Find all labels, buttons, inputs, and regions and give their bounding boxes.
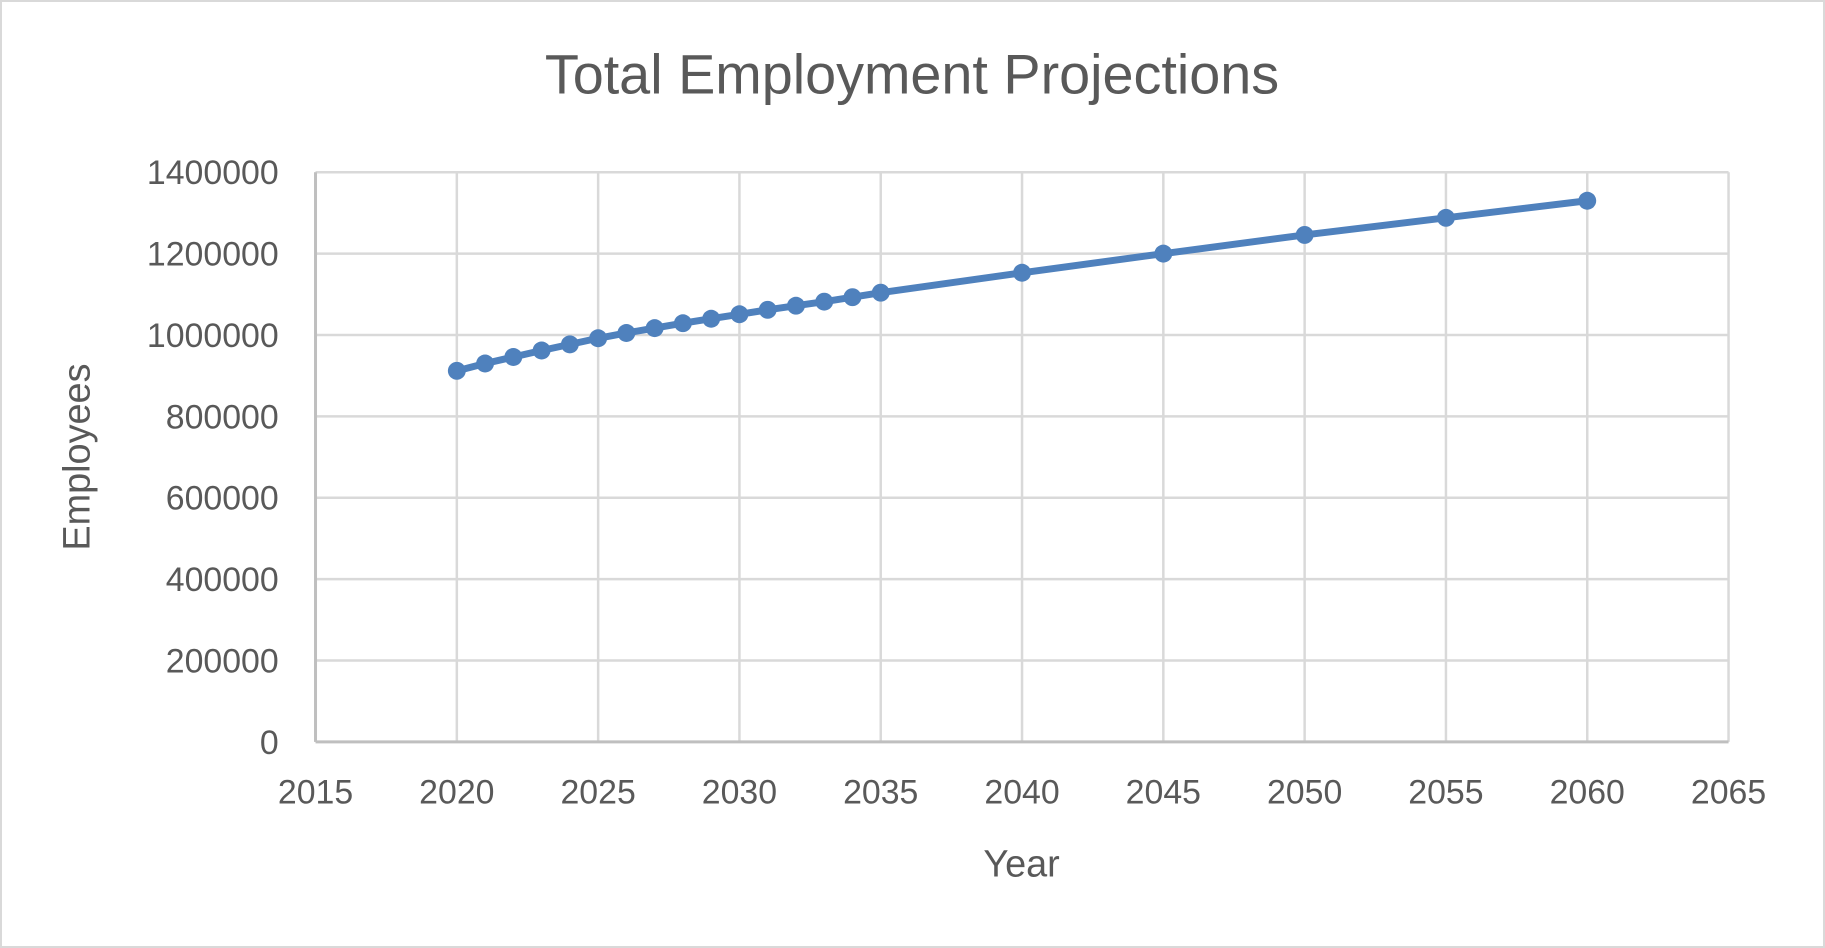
tick-labels: 2015 2020 2025 2030 2035 2040 2045 2050 2055 2060…: [147, 154, 1766, 811]
data-point[interactable]: [447, 361, 466, 380]
data-point[interactable]: [645, 319, 664, 338]
x-tick-label: 2045: [1126, 774, 1201, 812]
data-point[interactable]: [730, 305, 749, 324]
y-tick-label: 600000: [166, 480, 279, 518]
y-tick-label: 400000: [166, 561, 279, 599]
data-point[interactable]: [589, 329, 608, 348]
data-point[interactable]: [1578, 191, 1597, 210]
y-tick-label: 0: [260, 724, 279, 762]
x-tick-label: 2050: [1267, 774, 1342, 812]
x-tick-label: 2055: [1408, 774, 1483, 812]
y-tick-label: 1000000: [147, 317, 279, 355]
axis-lines: [314, 172, 1729, 744]
data-point[interactable]: [815, 292, 834, 311]
y-tick-label: 200000: [166, 642, 279, 680]
x-tick-label: 2025: [560, 774, 635, 812]
data-point[interactable]: [843, 288, 862, 307]
gridlines: [314, 171, 1730, 744]
data-point[interactable]: [758, 300, 777, 319]
data-point[interactable]: [1013, 263, 1031, 282]
x-axis-title: Year: [983, 843, 1059, 885]
data-point[interactable]: [504, 348, 523, 366]
x-tick-label: 2035: [843, 774, 918, 812]
data-point[interactable]: [560, 335, 579, 354]
data-point[interactable]: [1436, 208, 1455, 227]
y-tick-label: 800000: [166, 398, 279, 436]
data-point[interactable]: [1154, 244, 1173, 263]
y-axis-title: Employees: [56, 364, 98, 551]
x-tick-label: 2015: [278, 774, 353, 812]
series-group: [447, 191, 1597, 380]
x-tick-label: 2040: [984, 774, 1059, 812]
chart-title: Total Employment Projections: [545, 44, 1279, 106]
data-point[interactable]: [476, 354, 495, 373]
data-point[interactable]: [871, 283, 890, 302]
data-point[interactable]: [1295, 225, 1314, 244]
x-tick-label: 2065: [1691, 774, 1766, 812]
y-tick-label: 1400000: [147, 154, 279, 192]
data-point[interactable]: [702, 309, 721, 328]
x-tick-label: 2020: [419, 774, 494, 812]
data-point[interactable]: [673, 314, 692, 333]
x-tick-label: 2060: [1550, 774, 1625, 812]
y-tick-label: 1200000: [147, 236, 279, 274]
data-point[interactable]: [786, 296, 805, 315]
data-point[interactable]: [532, 341, 551, 360]
x-tick-label: 2030: [702, 774, 777, 812]
data-point[interactable]: [617, 324, 636, 342]
